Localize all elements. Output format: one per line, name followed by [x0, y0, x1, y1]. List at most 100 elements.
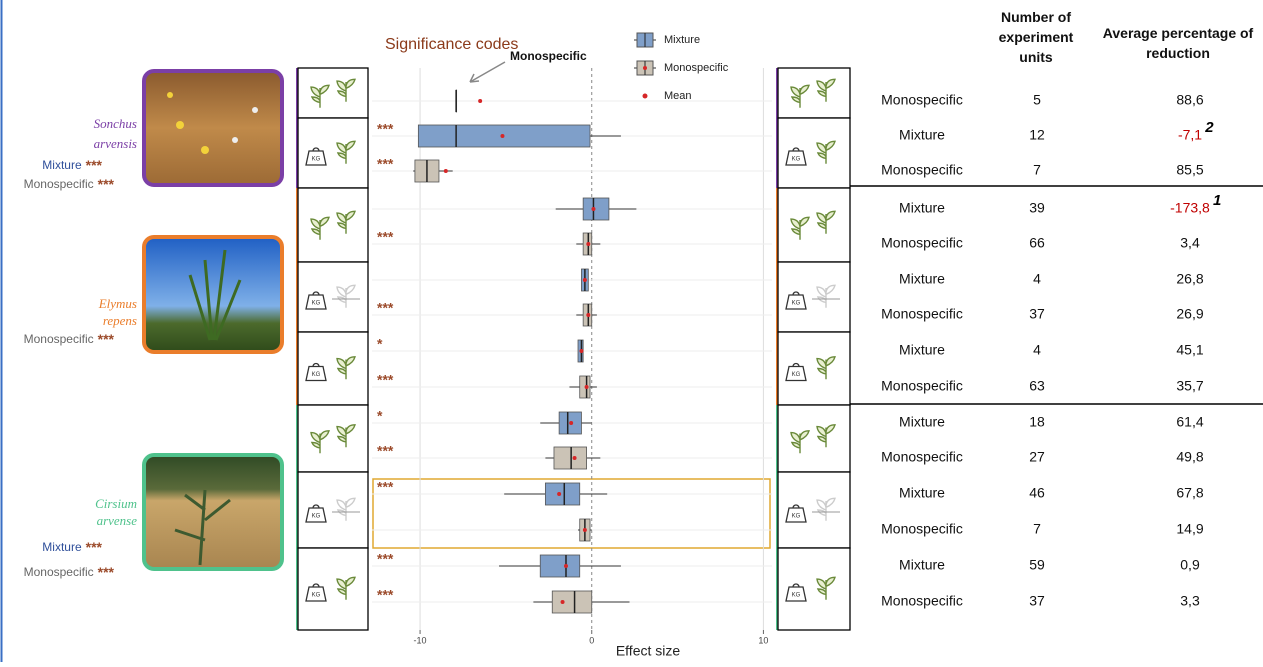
species-name: Sonchus arvensis	[94, 116, 137, 151]
icon-weight-text: KG	[312, 372, 321, 378]
reduction: 0,9	[1180, 557, 1200, 573]
header-line: Average percentage of	[1103, 25, 1254, 41]
x-tick-label: -10	[414, 635, 427, 645]
species-word: arvensis	[94, 136, 137, 151]
n-units: 18	[1029, 414, 1045, 430]
annotation-arrow	[470, 62, 505, 82]
icon-weight-text: KG	[792, 301, 801, 307]
icon-box	[778, 68, 850, 118]
mean	[557, 492, 561, 496]
treatment: Monospecific	[881, 92, 963, 108]
header-line: units	[1019, 49, 1053, 65]
icon-weight-text: KG	[792, 593, 801, 599]
n-units: 59	[1029, 557, 1045, 573]
reduction: 3,4	[1180, 235, 1200, 251]
reduction: 14,9	[1176, 521, 1203, 537]
significance: ***	[377, 587, 394, 603]
reduction: 26,8	[1176, 271, 1203, 287]
treatment: Monospecific	[881, 306, 963, 322]
treatment: Monospecific	[881, 449, 963, 465]
treatment: Mixture	[899, 414, 945, 430]
icon-weight-text: KG	[312, 514, 321, 520]
photo-sonchus	[144, 71, 282, 185]
legend-title: Significance codes	[385, 36, 518, 53]
reduction: 35,7	[1176, 378, 1203, 394]
species-word: arvense	[97, 513, 138, 528]
icon-box	[778, 405, 850, 472]
n-units: 27	[1029, 449, 1045, 465]
effect-stars: ***	[98, 176, 115, 192]
n-units: 5	[1033, 92, 1041, 108]
species-word: Elymus	[98, 296, 137, 311]
significance: ***	[377, 479, 394, 495]
header-line: reduction	[1146, 45, 1210, 61]
effect-treatment: Monospecific	[24, 565, 94, 579]
species-effect: Mixture***	[42, 157, 102, 173]
species-effect: Mixture***	[42, 539, 102, 555]
treatment: Monospecific	[881, 593, 963, 609]
table-header: Number ofexperimentunits	[999, 9, 1074, 65]
species-word: Sonchus	[94, 116, 137, 131]
header-line: experiment	[999, 29, 1074, 45]
annotation: Monospecific	[510, 49, 587, 63]
treatment: Monospecific	[881, 378, 963, 394]
legend-label: Monospecific	[664, 62, 729, 74]
mean	[444, 169, 448, 173]
species-effect: Monospecific ***	[24, 564, 115, 580]
figure: Significance codes Monospecific Effect s…	[0, 0, 1263, 662]
box	[545, 483, 579, 505]
legend-label: Mean	[664, 90, 692, 102]
mean	[591, 207, 595, 211]
significance: *	[377, 408, 383, 424]
effect-stars: ***	[98, 564, 115, 580]
x-tick-label: 10	[758, 635, 768, 645]
icon-weight-text: KG	[792, 514, 801, 520]
reduction: 85,5	[1176, 162, 1203, 178]
significance: ***	[377, 121, 394, 137]
treatment: Mixture	[899, 200, 945, 216]
legend-dot	[643, 66, 647, 70]
significance: ***	[377, 300, 394, 316]
species-word: Cirsium	[95, 496, 137, 511]
mean	[500, 134, 504, 138]
mean	[583, 528, 587, 532]
x-tick-label: 0	[589, 635, 594, 645]
reduction: 49,8	[1176, 449, 1203, 465]
mean	[586, 313, 590, 317]
effect-treatment: Monospecific	[24, 332, 94, 346]
x-axis-label: Effect size	[616, 643, 681, 659]
box	[552, 591, 591, 613]
box	[554, 447, 587, 469]
significance: *	[377, 336, 383, 352]
note: 1	[1213, 192, 1221, 209]
effect-treatment: Mixture	[42, 540, 82, 554]
reduction: -7,1	[1178, 127, 1202, 143]
significance: ***	[377, 156, 394, 172]
species-name: Elymus repens	[98, 296, 137, 328]
treatment: Mixture	[899, 342, 945, 358]
significance: ***	[377, 443, 394, 459]
icon-box	[298, 68, 368, 118]
reduction: 26,9	[1176, 306, 1203, 322]
significance: ***	[377, 551, 394, 567]
n-units: 4	[1033, 271, 1041, 287]
n-units: 46	[1029, 485, 1045, 501]
mean	[573, 456, 577, 460]
legend-label: Mixture	[664, 34, 700, 46]
box	[540, 555, 579, 577]
species-effect: Monospecific***	[24, 331, 115, 347]
n-units: 37	[1029, 306, 1045, 322]
reduction: 3,3	[1180, 593, 1200, 609]
reduction: -173,8	[1170, 200, 1210, 216]
reduction: 67,8	[1176, 485, 1203, 501]
icon-weight-text: KG	[312, 301, 321, 307]
icon-weight-text: KG	[792, 157, 801, 163]
species-word: repens	[103, 313, 137, 328]
treatment: Monospecific	[881, 235, 963, 251]
n-units: 37	[1029, 593, 1045, 609]
mean	[586, 242, 590, 246]
treatment: Mixture	[899, 127, 945, 143]
table-header: Average percentage of reduction	[1103, 25, 1254, 61]
mean	[478, 99, 482, 103]
treatment: Mixture	[899, 485, 945, 501]
